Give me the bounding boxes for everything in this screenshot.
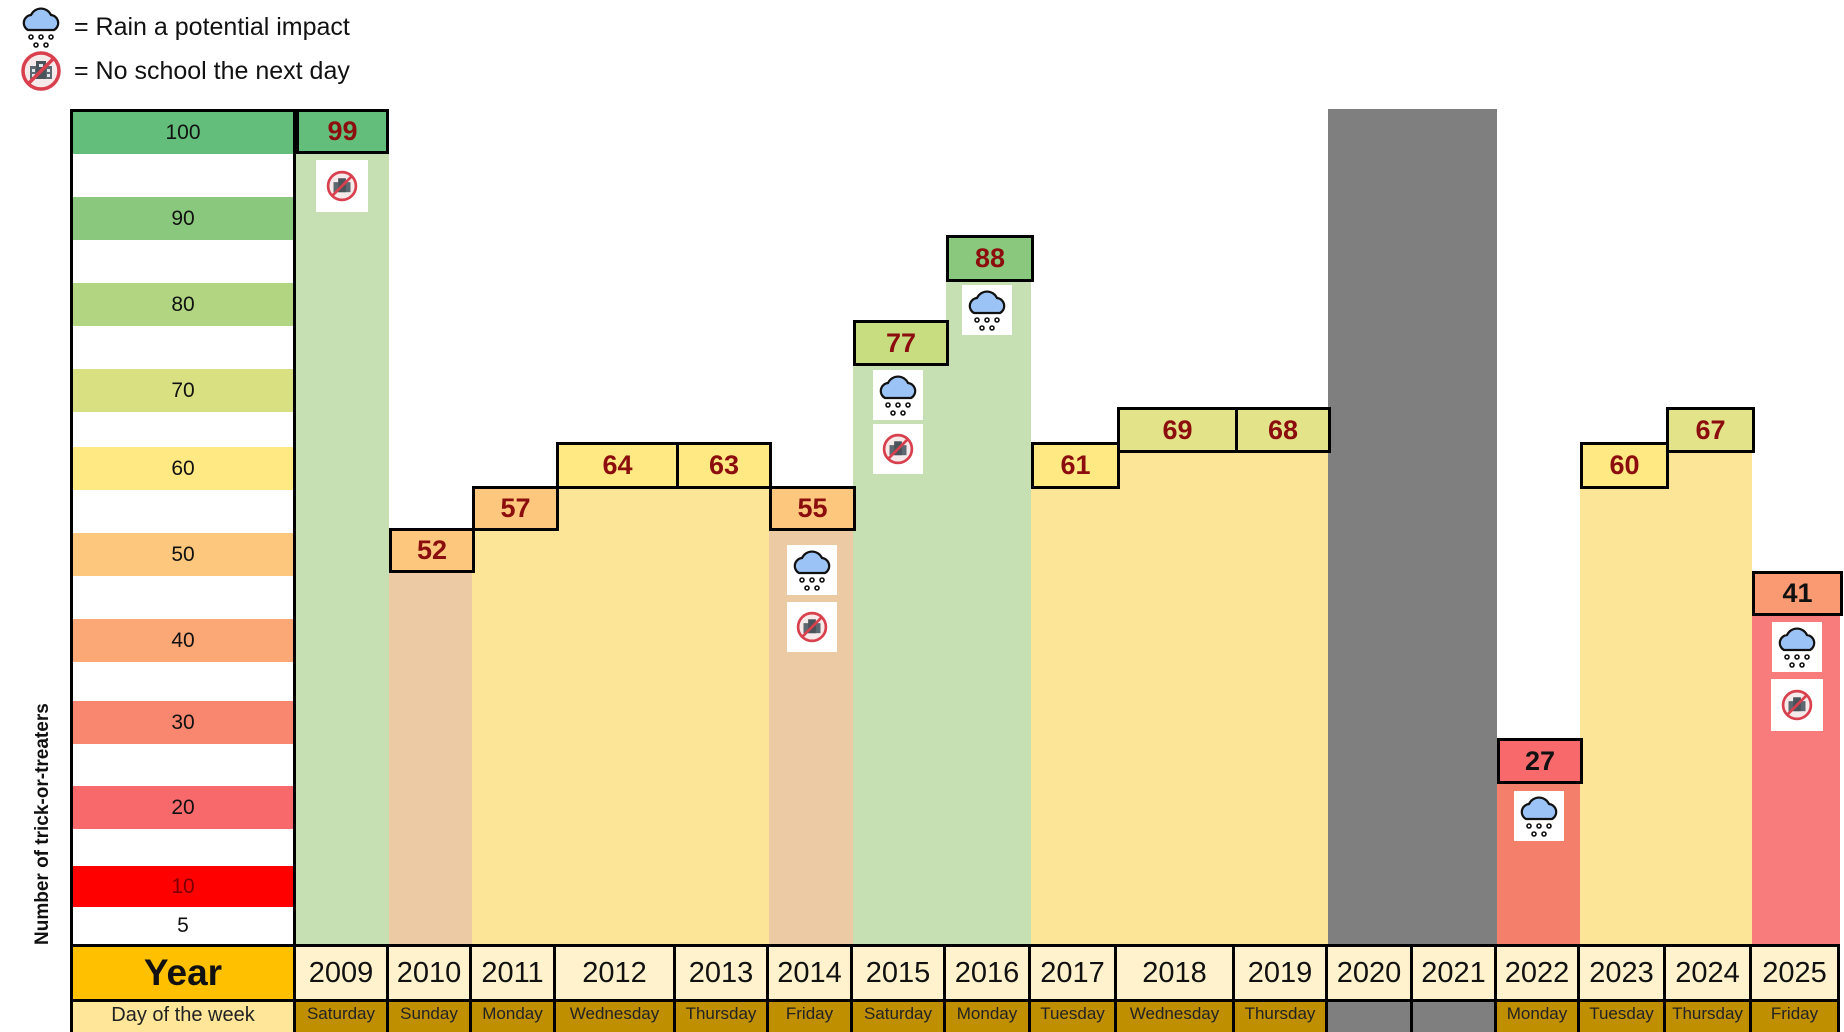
scale-band-20: 20 bbox=[73, 786, 293, 829]
bar-2017 bbox=[1031, 486, 1117, 944]
day-2022: Monday bbox=[1497, 1002, 1580, 1032]
value-2019: 68 bbox=[1235, 407, 1331, 453]
bar-2019 bbox=[1235, 450, 1328, 944]
year-2014: 2014 bbox=[769, 947, 853, 999]
bar-2010 bbox=[389, 572, 472, 944]
day-2012: Wednesday bbox=[556, 1002, 676, 1032]
value-2010: 52 bbox=[389, 528, 475, 573]
no-school-icon bbox=[873, 424, 923, 474]
year-2012: 2012 bbox=[556, 947, 676, 999]
no-school-icon bbox=[1771, 679, 1823, 731]
year-2023: 2023 bbox=[1580, 947, 1666, 999]
bar-2009 bbox=[296, 152, 389, 944]
value-2013: 63 bbox=[676, 442, 772, 489]
scale-band-80: 80 bbox=[73, 283, 293, 326]
year-2019: 2019 bbox=[1235, 947, 1328, 999]
bar-2021-no-data bbox=[1413, 109, 1497, 944]
value-2024: 67 bbox=[1666, 407, 1755, 453]
bar-2020-no-data bbox=[1328, 109, 1413, 944]
scale-band-10: 10 bbox=[73, 866, 293, 907]
no-school-icon bbox=[18, 48, 64, 94]
bar-2013 bbox=[676, 486, 769, 944]
rain-cloud-icon bbox=[962, 285, 1012, 335]
scale-band-60: 60 bbox=[73, 447, 293, 490]
day-2009: Saturday bbox=[296, 1002, 389, 1032]
year-2010: 2010 bbox=[389, 947, 472, 999]
year-2017: 2017 bbox=[1031, 947, 1117, 999]
rain-cloud-icon bbox=[18, 4, 64, 50]
bar-2011 bbox=[472, 528, 556, 944]
scale-band-70: 70 bbox=[73, 369, 293, 412]
year-row: Year 2009 2010 2011 2012 2013 2014 2015 … bbox=[70, 944, 1840, 1002]
year-2020: 2020 bbox=[1328, 947, 1413, 999]
bar-2023 bbox=[1580, 486, 1666, 944]
day-2025: Friday bbox=[1752, 1002, 1840, 1032]
day-row: Day of the week Saturday Sunday Monday W… bbox=[70, 1002, 1840, 1032]
year-2009: 2009 bbox=[296, 947, 389, 999]
value-2018: 69 bbox=[1117, 407, 1238, 453]
value-2022: 27 bbox=[1497, 738, 1583, 784]
day-2011: Monday bbox=[472, 1002, 556, 1032]
bar-2024 bbox=[1666, 442, 1752, 944]
value-2016: 88 bbox=[946, 235, 1034, 282]
year-2022: 2022 bbox=[1497, 947, 1580, 999]
day-2024: Thursday bbox=[1666, 1002, 1752, 1032]
bar-2014 bbox=[769, 528, 853, 944]
value-2025: 41 bbox=[1752, 571, 1843, 616]
year-2018: 2018 bbox=[1117, 947, 1235, 999]
y-axis-label: Number of trick-or-treaters bbox=[32, 703, 53, 945]
rain-cloud-icon bbox=[1514, 791, 1564, 841]
year-header: Year bbox=[70, 947, 296, 999]
day-2016: Monday bbox=[946, 1002, 1031, 1032]
value-2009: 99 bbox=[296, 109, 389, 154]
day-2019: Thursday bbox=[1235, 1002, 1328, 1032]
day-header: Day of the week bbox=[70, 1002, 296, 1032]
year-2013: 2013 bbox=[676, 947, 769, 999]
legend-no-school: = No school the next day bbox=[18, 48, 350, 94]
scale-band-90: 90 bbox=[73, 197, 293, 240]
year-2024: 2024 bbox=[1666, 947, 1752, 999]
year-2016: 2016 bbox=[946, 947, 1031, 999]
value-2017: 61 bbox=[1031, 442, 1120, 489]
rain-cloud-icon bbox=[1772, 622, 1822, 672]
day-2013: Thursday bbox=[676, 1002, 769, 1032]
bar-2012 bbox=[556, 486, 676, 944]
day-2010: Sunday bbox=[389, 1002, 472, 1032]
legend-no-school-label: = No school the next day bbox=[74, 56, 350, 85]
legend-rain: = Rain a potential impact bbox=[18, 4, 350, 50]
scale-band-5: 5 bbox=[73, 907, 293, 944]
rain-cloud-icon bbox=[873, 370, 923, 420]
day-2014: Friday bbox=[769, 1002, 853, 1032]
value-2023: 60 bbox=[1580, 442, 1669, 489]
day-2018: Wednesday bbox=[1117, 1002, 1235, 1032]
bar-2016 bbox=[946, 280, 1031, 944]
rain-cloud-icon bbox=[787, 545, 837, 595]
value-2015: 77 bbox=[853, 320, 949, 366]
year-2011: 2011 bbox=[472, 947, 556, 999]
scale-band-50: 50 bbox=[73, 533, 293, 576]
color-scale: 100 90 80 70 60 50 40 30 20 10 5 bbox=[70, 109, 296, 944]
day-2021 bbox=[1413, 1002, 1497, 1032]
day-2017: Tuesday bbox=[1031, 1002, 1117, 1032]
year-2021: 2021 bbox=[1413, 947, 1497, 999]
year-2025: 2025 bbox=[1752, 947, 1840, 999]
no-school-icon bbox=[316, 160, 368, 212]
year-2015: 2015 bbox=[853, 947, 946, 999]
value-2011: 57 bbox=[472, 486, 559, 531]
value-2012: 64 bbox=[556, 442, 679, 489]
legend-rain-label: = Rain a potential impact bbox=[74, 12, 350, 41]
no-school-icon bbox=[787, 602, 837, 652]
day-2020 bbox=[1328, 1002, 1413, 1032]
scale-band-30: 30 bbox=[73, 701, 293, 744]
day-2023: Tuesday bbox=[1580, 1002, 1666, 1032]
bar-2018 bbox=[1117, 450, 1235, 944]
value-2014: 55 bbox=[769, 486, 856, 531]
scale-band-40: 40 bbox=[73, 619, 293, 662]
day-2015: Saturday bbox=[853, 1002, 946, 1032]
scale-band-100: 100 bbox=[73, 112, 293, 154]
